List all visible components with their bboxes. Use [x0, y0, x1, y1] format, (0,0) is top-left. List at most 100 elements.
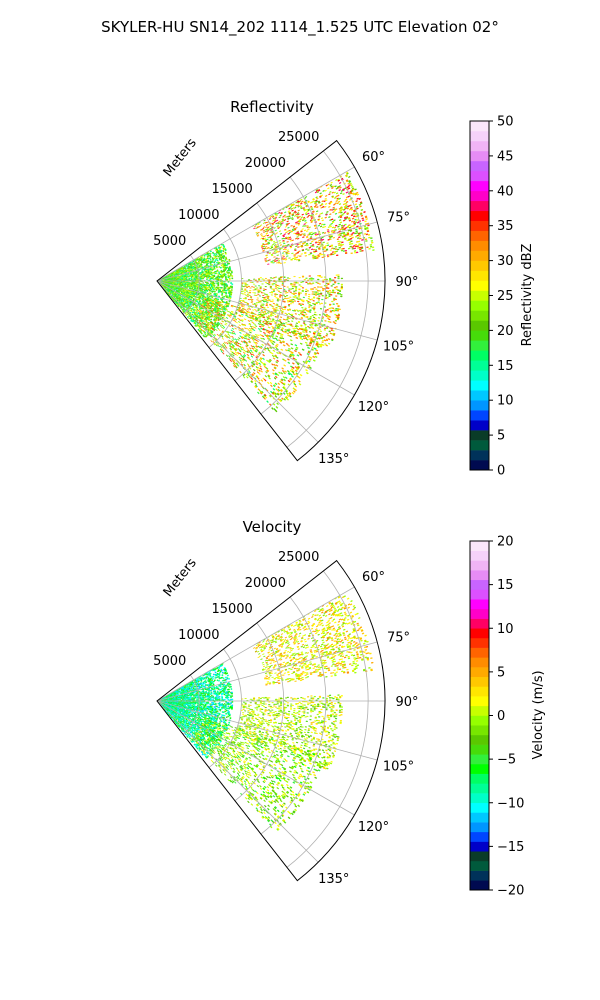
echo-cell: [287, 226, 290, 229]
echo-cell: [261, 242, 265, 245]
echo-cell: [245, 290, 248, 292]
echo-cell: [366, 230, 370, 233]
echo-cell: [296, 204, 300, 207]
echo-cell: [298, 250, 301, 253]
echo-cell: [337, 228, 341, 230]
echo-cell: [319, 252, 322, 255]
echo-cell: [366, 227, 369, 230]
echo-cell: [304, 219, 307, 222]
echo-cell: [328, 245, 332, 248]
echo-cell: [228, 275, 231, 278]
echo-cell: [299, 218, 302, 221]
echo-cell: [350, 220, 354, 223]
echo-cell: [321, 223, 324, 226]
echo-cell: [334, 229, 337, 231]
echo-cell: [247, 279, 251, 281]
echo-cell: [258, 278, 261, 280]
echo-cell: [264, 289, 267, 291]
echo-cell: [347, 234, 350, 236]
echo-cell: [294, 249, 297, 251]
echo-cell: [288, 236, 292, 239]
echo-cell: [336, 194, 340, 197]
echo-cell: [338, 246, 341, 249]
echo-cell: [297, 246, 300, 248]
echo-cell: [360, 247, 364, 249]
echo-cell: [295, 259, 299, 261]
echo-cell: [281, 252, 285, 254]
echo-cell: [195, 282, 198, 284]
echo-cell: [275, 232, 278, 234]
echo-cell: [351, 185, 354, 188]
echo-cell: [241, 304, 244, 306]
echo-cell: [263, 311, 267, 313]
echo-cell: [259, 300, 262, 302]
echo-cell: [338, 219, 342, 222]
echo-cell: [326, 242, 329, 244]
echo-cell: [176, 284, 179, 286]
echo-cell: [309, 219, 313, 222]
echo-cell: [278, 279, 281, 281]
echo-cell: [285, 253, 289, 255]
echo-cell: [307, 228, 310, 231]
echo-cell: [221, 294, 223, 296]
echo-cell: [307, 212, 310, 215]
echo-cell: [352, 212, 355, 215]
echo-cell: [273, 309, 276, 311]
echo-cell: [315, 213, 318, 215]
echo-cell: [204, 268, 207, 271]
echo-cell: [270, 292, 274, 294]
echo-cell: [283, 233, 287, 235]
echo-cell: [243, 291, 247, 294]
echo-cell: [294, 211, 297, 214]
echo-cell: [329, 208, 332, 211]
echo-cell: [339, 221, 343, 224]
echo-cell: [344, 252, 348, 254]
echo-cell: [333, 247, 336, 250]
echo-cell: [304, 221, 308, 224]
echo-cell: [214, 258, 218, 261]
echo-cell: [310, 217, 314, 220]
echo-cell: [264, 258, 267, 260]
echo-cell: [279, 262, 283, 264]
echo-cell: [281, 245, 285, 247]
echo-cell: [270, 245, 273, 247]
echo-cell: [359, 232, 363, 234]
echo-cell: [272, 306, 275, 308]
echo-cell: [297, 260, 301, 262]
echo-cell: [334, 208, 338, 211]
echo-cell: [266, 283, 269, 285]
echo-cell: [244, 309, 248, 311]
echo-cell: [323, 223, 326, 226]
echo-cell: [315, 210, 319, 213]
echo-cell: [244, 289, 247, 291]
echo-cell: [242, 286, 245, 288]
echo-cell: [259, 286, 262, 288]
echo-cell: [310, 231, 313, 234]
echo-cell: [349, 230, 353, 232]
echo-cell: [266, 221, 269, 224]
echo-cell: [322, 241, 325, 244]
echo-cell: [338, 197, 341, 200]
echo-cell: [369, 245, 373, 248]
echo-cell: [242, 300, 245, 303]
echo-cell: [304, 255, 308, 257]
echo-cell: [283, 214, 286, 217]
echo-cell: [281, 222, 284, 225]
echo-cell: [268, 284, 271, 286]
echo-cell: [316, 241, 320, 244]
echo-cell: [274, 287, 277, 289]
echo-cell: [248, 308, 252, 310]
echo-cell: [218, 273, 221, 275]
echo-cell: [288, 229, 291, 232]
echo-cell: [353, 245, 356, 247]
echo-cell: [368, 236, 371, 239]
echo-cell: [312, 248, 316, 251]
echo-cell: [321, 253, 324, 256]
echo-cell: [352, 220, 356, 223]
echo-cell: [278, 216, 281, 219]
echo-cell: [344, 198, 348, 201]
echo-cell: [281, 237, 284, 240]
echo-cell: [356, 193, 360, 196]
echo-cell: [319, 225, 323, 228]
echo-cell: [347, 247, 351, 250]
